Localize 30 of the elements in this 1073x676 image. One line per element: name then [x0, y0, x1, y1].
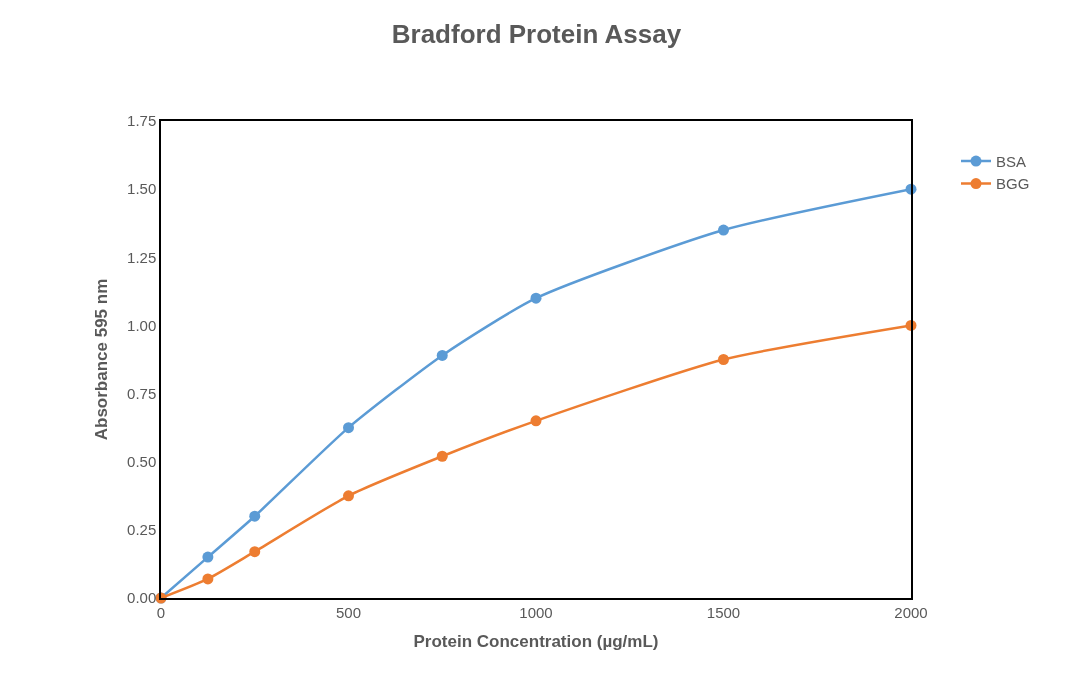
point	[249, 546, 261, 558]
point	[436, 450, 448, 462]
legend-label: BGG	[996, 175, 1030, 193]
y-tick-label: 0.25	[127, 521, 157, 539]
x-tick-label: 0	[156, 603, 166, 621]
point	[718, 354, 729, 365]
x-tick-label: 500	[335, 603, 362, 621]
x-tick-label: 1500	[706, 603, 741, 621]
point	[718, 224, 729, 236]
y-tick-label: 1.75	[127, 112, 157, 130]
point	[530, 292, 542, 304]
y-tick-label: 0.00	[127, 589, 157, 607]
point	[436, 349, 448, 361]
point	[530, 415, 542, 427]
y-tick-label: 0.75	[127, 384, 157, 402]
x-tick-label: 1000	[519, 603, 553, 621]
legend-label: BSA	[996, 152, 1027, 170]
point	[249, 510, 261, 522]
chart-title: Bradford Protein Assay	[391, 18, 682, 49]
y-tick-label: 1.00	[127, 316, 157, 334]
y-tick-label: 0.50	[127, 452, 157, 470]
x-axis-title: Protein Concentration (µg/mL)	[413, 631, 659, 651]
point	[202, 573, 214, 585]
y-axis-title: Absorbance 595 nm	[92, 278, 112, 441]
point	[343, 490, 354, 502]
point	[202, 551, 214, 563]
point	[343, 422, 354, 434]
x-tick-label: 2000	[894, 603, 928, 621]
y-tick-label: 1.25	[127, 248, 157, 266]
y-tick-label: 1.50	[127, 180, 157, 198]
